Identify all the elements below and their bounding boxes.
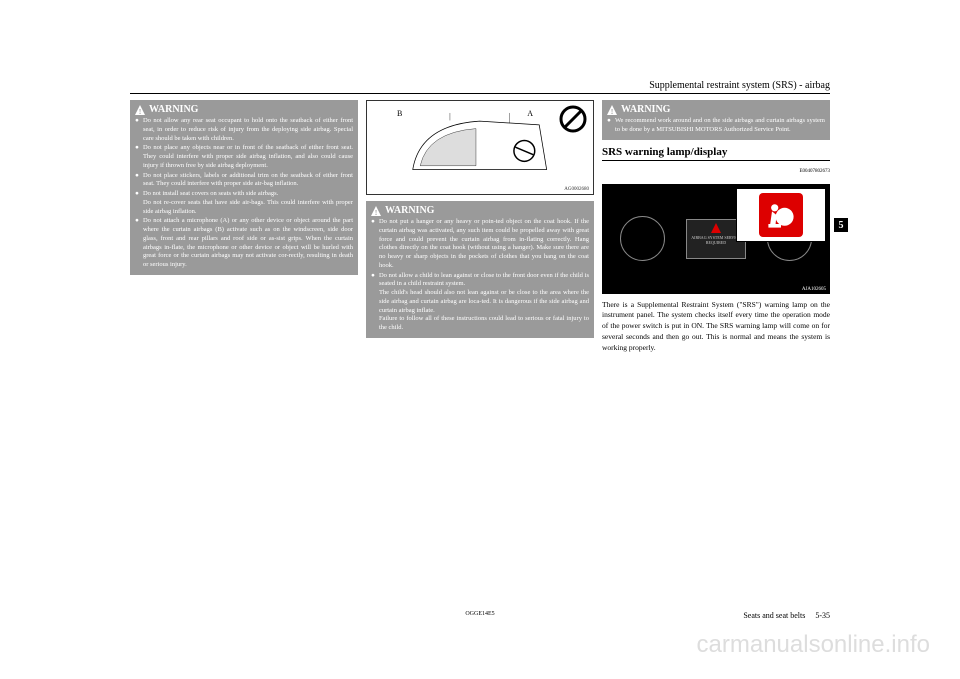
svg-text:!: ! (375, 209, 377, 216)
warning-label: WARNING (149, 104, 198, 115)
footer-doc-id: OGGE14E5 (465, 611, 494, 617)
column-1: ! WARNING ●Do not allow any rear seat oc… (130, 100, 358, 540)
gauge-left (620, 216, 665, 261)
warning-item: We recommend work around and on the side… (615, 117, 825, 135)
prohibit-icon (559, 105, 587, 133)
svg-text:!: ! (611, 108, 613, 115)
warning-item: Do not attach a microphone (A) or any ot… (143, 217, 353, 270)
warning-triangle-icon: ! (607, 105, 617, 115)
section-title: SRS warning lamp/display (602, 146, 830, 161)
page-header: Supplemental restraint system (SRS) - ai… (130, 80, 830, 94)
warning-item: Do not place any objects near or in fron… (143, 144, 353, 170)
warning-label: WARNING (385, 205, 434, 216)
airbag-icon (759, 193, 803, 237)
diagram-label-a: A (527, 109, 533, 118)
body-paragraph: There is a Supplemental Restraint System… (602, 300, 830, 354)
car-interior-diagram: B A AG0002680 (366, 100, 594, 195)
airbag-lamp-tile (736, 188, 826, 242)
warning-body-3: ●We recommend work around and on the sid… (607, 117, 825, 135)
warning-item: Do not place stickers, labels or additio… (143, 172, 353, 190)
svg-text:!: ! (139, 108, 141, 115)
warning-triangle-icon: ! (135, 105, 145, 115)
warning-label: WARNING (621, 104, 670, 115)
page-content: Supplemental restraint system (SRS) - ai… (130, 80, 830, 620)
warning-title: ! WARNING (371, 205, 589, 216)
section-tab: 5 (834, 218, 848, 232)
warning-box-2: ! WARNING ●Do not put a hanger or any he… (366, 201, 594, 338)
warning-item: Do not put a hanger or any heavy or poin… (379, 218, 589, 271)
footer-section-label: Seats and seat belts (743, 611, 805, 620)
columns: ! WARNING ●Do not allow any rear seat oc… (130, 100, 830, 540)
warning-item: Do not allow any rear seat occupant to h… (143, 117, 353, 143)
warning-box-3: ! WARNING ●We recommend work around and … (602, 100, 830, 140)
footer-right: Seats and seat belts 5-35 (743, 611, 830, 620)
diagram-id: AG0002680 (564, 187, 589, 192)
warning-body-2: ●Do not put a hanger or any heavy or poi… (371, 218, 589, 333)
section-code: E00407802673 (602, 169, 830, 174)
warning-item: Do not install seat covers on seats with… (143, 190, 353, 216)
warning-title: ! WARNING (135, 104, 353, 115)
warning-body-1: ●Do not allow any rear seat occupant to … (135, 117, 353, 270)
car-interior-svg (378, 110, 581, 184)
watermark: carmanualsonline.info (697, 631, 930, 659)
instrument-cluster-diagram: AIRBAG SYSTEM SERVICE REQUIRED AJA102605 (602, 184, 830, 294)
column-2: B A AG0002680 ! (366, 100, 594, 540)
warning-title: ! WARNING (607, 104, 825, 115)
cluster-display-text: AIRBAG SYSTEM SERVICE REQUIRED (689, 235, 743, 245)
cluster-caption: AJA102605 (802, 287, 826, 292)
warning-triangle-icon: ! (371, 206, 381, 216)
footer-page-number: 5-35 (815, 611, 830, 620)
column-3: ! WARNING ●We recommend work around and … (602, 100, 830, 540)
page-footer: OGGE14E5 Seats and seat belts 5-35 (130, 611, 830, 620)
diagram-label-b: B (397, 109, 402, 118)
warning-item: Do not allow a child to lean against or … (379, 272, 589, 333)
warning-box-1: ! WARNING ●Do not allow any rear seat oc… (130, 100, 358, 275)
